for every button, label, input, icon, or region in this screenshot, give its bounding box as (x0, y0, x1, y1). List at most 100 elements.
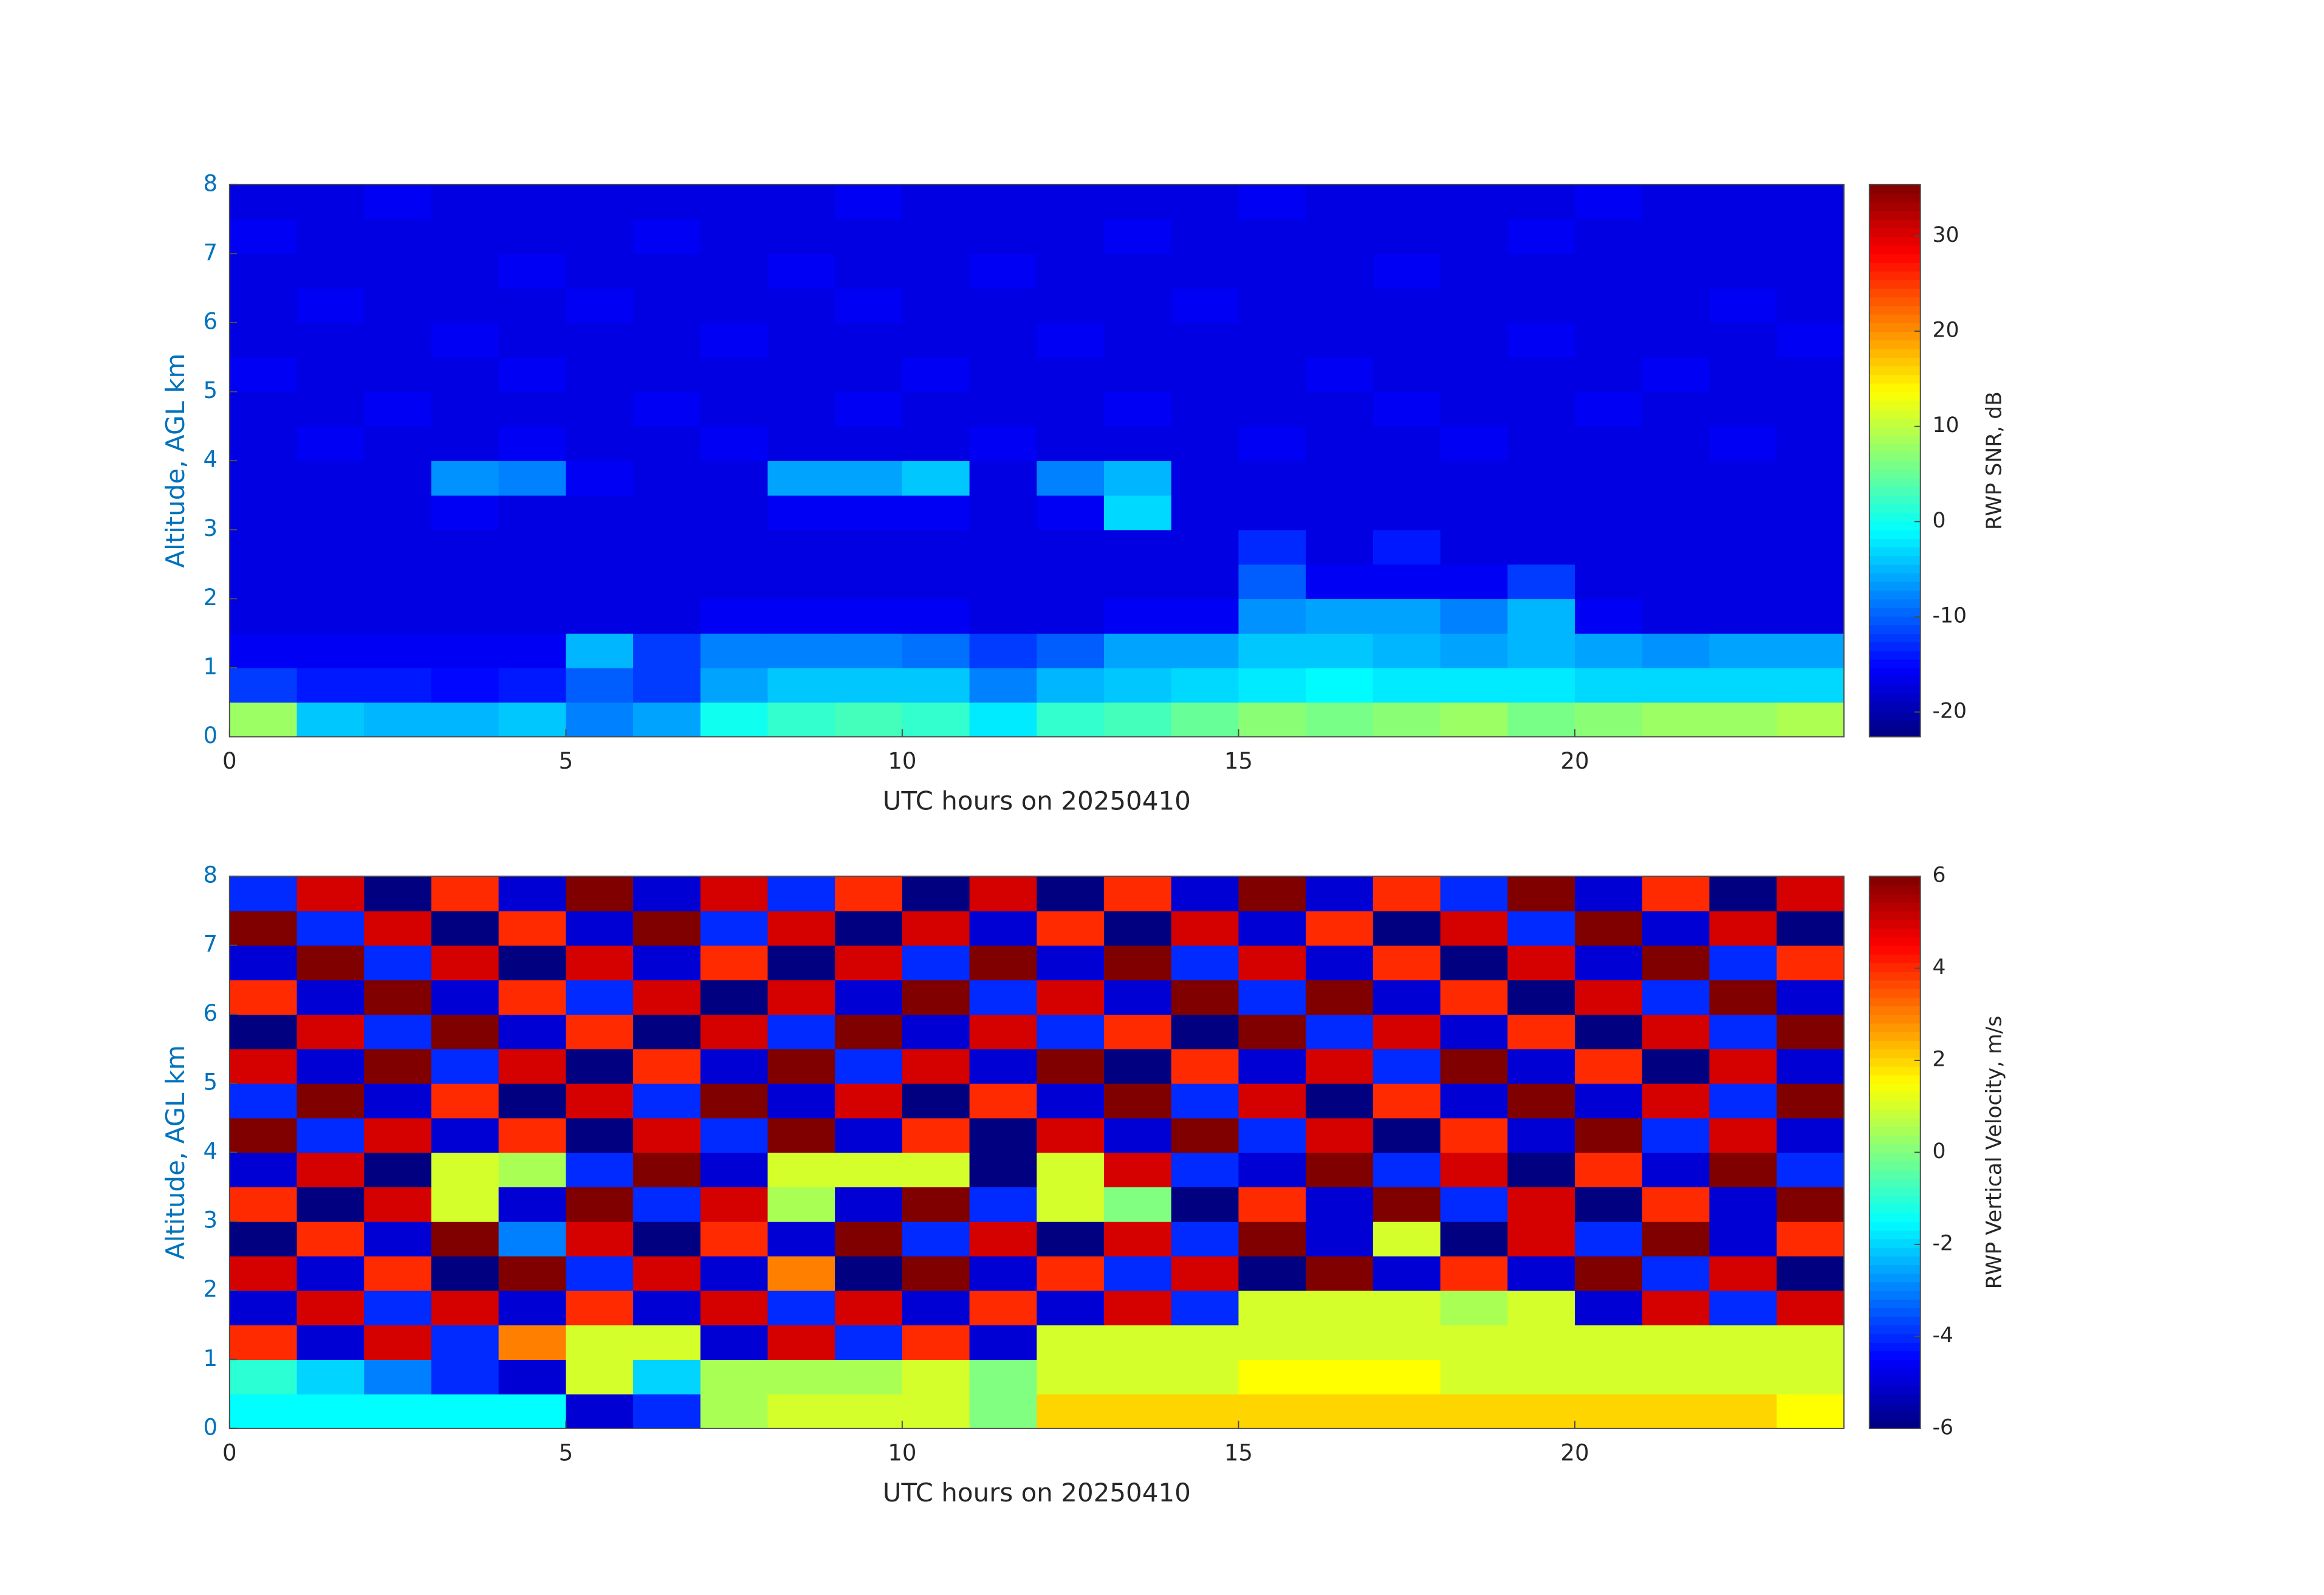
heatmap-cell (1507, 529, 1575, 565)
heatmap-cell (969, 876, 1038, 911)
heatmap-cell (633, 253, 701, 289)
heatmap-cell (1642, 1255, 1710, 1291)
heatmap-cell (1642, 184, 1710, 220)
heatmap-cell (1373, 1221, 1441, 1257)
heatmap-cell (902, 667, 970, 703)
heatmap-cell (1238, 599, 1306, 634)
heatmap-cell (1171, 1359, 1239, 1394)
heatmap-cell (1709, 979, 1777, 1015)
heatmap-cell (296, 322, 365, 358)
heatmap-cell (1037, 1221, 1105, 1257)
heatmap-cell (566, 876, 634, 911)
heatmap-cell (1037, 495, 1105, 530)
heatmap-cell (1709, 219, 1777, 255)
colorbar-swatch (1869, 1368, 1921, 1377)
heatmap-cell (431, 288, 499, 323)
heatmap-cell (1238, 322, 1306, 358)
heatmap-cell (229, 288, 298, 323)
heatmap-cell (1373, 253, 1441, 289)
colorbar-swatch (1869, 1109, 1921, 1119)
heatmap-cell (498, 702, 567, 738)
colorbar-swatch (1869, 1376, 1921, 1386)
heatmap-cell (1709, 1359, 1777, 1394)
heatmap-cell (767, 253, 835, 289)
heatmap-cell (1709, 1083, 1777, 1119)
heatmap-cell (902, 979, 970, 1015)
heatmap-cell (969, 910, 1038, 946)
heatmap-cell (767, 979, 835, 1015)
y-tick-label: 6 (203, 1000, 218, 1026)
heatmap-cell (1037, 357, 1105, 393)
colorbar-tick-label: -10 (1933, 604, 1967, 628)
heatmap-cell (700, 495, 769, 530)
colorbar-swatch (1869, 219, 1921, 228)
heatmap-cell (229, 1325, 298, 1360)
heatmap-cell (1037, 979, 1105, 1015)
heatmap-cell (969, 1014, 1038, 1049)
heatmap-cell (1507, 1359, 1575, 1394)
heatmap-cell (633, 1049, 701, 1084)
heatmap-cell (1238, 288, 1306, 323)
heatmap-cell (767, 1221, 835, 1257)
heatmap-cell (296, 1187, 365, 1222)
heatmap-cell (1306, 426, 1374, 461)
heatmap-cell (767, 461, 835, 496)
heatmap-cell (1642, 1117, 1710, 1153)
heatmap-cell (431, 253, 499, 289)
heatmap-cell (1709, 529, 1777, 565)
colorbar-swatch (1869, 953, 1921, 964)
heatmap-cell (1037, 599, 1105, 634)
heatmap-cell (902, 1255, 970, 1291)
heatmap-cell (969, 288, 1038, 323)
y-tick-label: 8 (203, 170, 218, 196)
y-axis-label: Altitude, AGL km (160, 354, 190, 568)
colorbar-swatch (1869, 659, 1921, 668)
heatmap-cell (835, 529, 903, 565)
heatmap-cell (1104, 461, 1172, 496)
heatmap-cell (633, 1117, 701, 1153)
colorbar-swatch (1869, 1298, 1921, 1309)
heatmap-cell (1642, 702, 1710, 738)
heatmap-cell (1777, 1152, 1845, 1188)
heatmap-cell (296, 219, 365, 255)
heatmap-cell (1709, 391, 1777, 427)
heatmap-cell (1574, 1049, 1643, 1084)
heatmap-cell (969, 495, 1038, 530)
heatmap-cell (1440, 979, 1509, 1015)
heatmap-cell (1037, 1049, 1105, 1084)
heatmap-cell (1642, 1359, 1710, 1394)
heatmap-cell (1777, 1083, 1845, 1119)
heatmap-cell (700, 253, 769, 289)
heatmap-cell (566, 1290, 634, 1326)
heatmap-cell (1709, 1394, 1777, 1429)
heatmap-cell (1104, 391, 1172, 427)
heatmap-cell (1440, 1394, 1509, 1429)
heatmap-cell (633, 979, 701, 1015)
heatmap-cell (1306, 288, 1374, 323)
heatmap-cell (969, 1049, 1038, 1084)
heatmap-cell (296, 253, 365, 289)
heatmap-cell (1373, 184, 1441, 220)
heatmap-cell (431, 219, 499, 255)
heatmap-cell (1037, 426, 1105, 461)
heatmap-cell (229, 461, 298, 496)
heatmap-cell (1373, 1083, 1441, 1119)
heatmap-cell (1306, 1187, 1374, 1222)
heatmap-cell (1440, 599, 1509, 634)
heatmap-cell (229, 564, 298, 600)
heatmap-cell (296, 288, 365, 323)
colorbar-swatch (1869, 1092, 1921, 1102)
heatmap-cell (364, 426, 432, 461)
heatmap-cell (364, 876, 432, 911)
heatmap-cell (835, 357, 903, 393)
heatmap-cell (566, 1187, 634, 1222)
heatmap-cell (296, 979, 365, 1015)
heatmap-cell (1777, 322, 1845, 358)
colorbar-swatch (1869, 599, 1921, 608)
heatmap-cell (1440, 1083, 1509, 1119)
heatmap-cell (767, 529, 835, 565)
heatmap-cell (1238, 357, 1306, 393)
heatmap-cell (364, 979, 432, 1015)
colorbar-swatch (1869, 236, 1921, 246)
x-tick-label: 0 (222, 1439, 237, 1466)
